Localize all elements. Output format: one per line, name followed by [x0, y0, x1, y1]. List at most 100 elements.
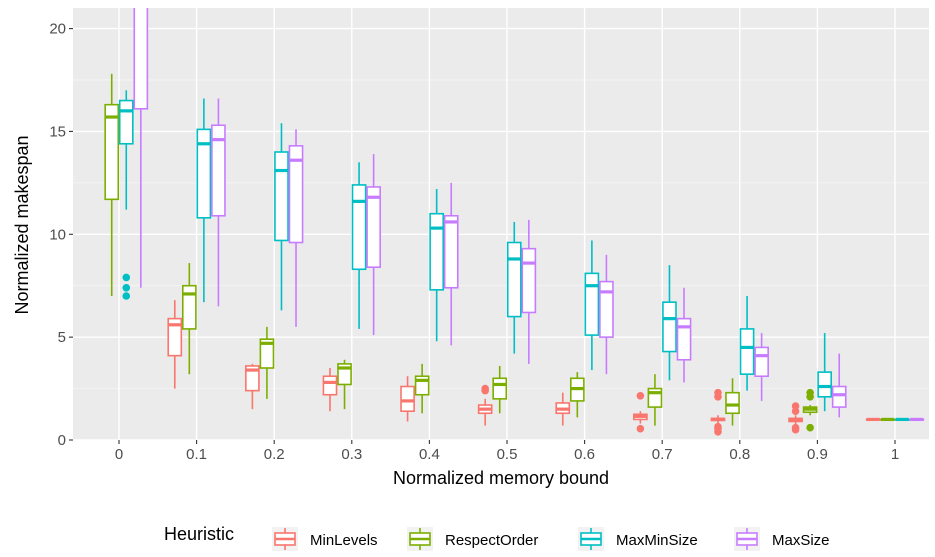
- outlier-point: [714, 388, 722, 397]
- outlier-point: [791, 402, 800, 410]
- legend-label: MaxSize: [772, 532, 830, 549]
- box-MinLevels-0.8: [710, 388, 726, 436]
- box-RespectOrder-0.5: [492, 365, 508, 414]
- x-tick-label: 0.1: [186, 446, 207, 463]
- box-body: [322, 375, 338, 396]
- box-body: [443, 214, 459, 289]
- box-MaxMinSize-1: [894, 417, 910, 422]
- box-RespectOrder-0.2: [259, 326, 275, 399]
- outlier-point: [122, 283, 131, 292]
- x-tick-label: 0.7: [652, 446, 673, 463]
- legend-item-MaxSize: MaxSize: [734, 527, 830, 551]
- box-body: [506, 241, 522, 318]
- box-body: [831, 385, 847, 408]
- box-MinLevels-0.6: [555, 392, 571, 426]
- box-MaxMinSize-0: [118, 90, 134, 300]
- box-body: [817, 371, 833, 398]
- box-MaxMinSize-0.5: [506, 221, 522, 354]
- box-body: [400, 385, 415, 412]
- y-tick-label: 10: [49, 226, 66, 243]
- legend-item-MinLevels: MinLevels: [272, 527, 378, 551]
- box-MaxSize-0.1: [211, 98, 226, 307]
- legend-label: RespectOrder: [445, 532, 538, 549]
- box-MinLevels-0.7: [633, 391, 648, 433]
- box-body: [599, 280, 614, 338]
- box-MaxMinSize-0.7: [662, 265, 677, 381]
- box-body: [754, 346, 769, 378]
- box-body: [167, 317, 183, 357]
- outlier-point: [122, 292, 131, 300]
- outlier-point: [806, 388, 814, 397]
- box-body: [181, 284, 197, 330]
- x-axis: 0 0.1 0.2 0.3 0.4 0.5 0.6 0.7 0.8 0.9 1: [115, 440, 899, 463]
- legend-label: MinLevels: [310, 532, 378, 549]
- box-MaxMinSize-0.3: [351, 162, 367, 329]
- y-tick-label: 5: [58, 329, 66, 346]
- box-MaxSize-0.2: [288, 129, 304, 327]
- x-tick-label: 0.6: [574, 446, 595, 463]
- box-body: [584, 272, 600, 336]
- box-MaxSize-0.6: [599, 254, 614, 375]
- x-tick-label: 0: [115, 446, 123, 463]
- x-tick-label: 0.2: [264, 446, 285, 463]
- box-MinLevels-0.2: [245, 363, 260, 410]
- box-MaxSize-0.8: [754, 333, 769, 401]
- box-RespectOrder-0.7: [647, 374, 663, 426]
- box-MinLevels-0.1: [167, 300, 183, 389]
- box-MaxSize-1: [909, 417, 925, 422]
- box-body: [104, 103, 120, 201]
- box-RespectOrder-0.4: [414, 363, 430, 414]
- box-body: [211, 124, 226, 217]
- box-MaxSize-0.9: [831, 353, 847, 418]
- x-tick-label: 0.4: [419, 446, 440, 463]
- box-body: [118, 99, 134, 145]
- box-MaxMinSize-0.1: [196, 98, 212, 303]
- box-MinLevels-0.9: [788, 402, 803, 434]
- box-body: [245, 365, 260, 392]
- box-MaxMinSize-0.9: [817, 333, 833, 412]
- box-RespectOrder-0.8: [725, 378, 740, 426]
- box-MaxSize-0.7: [676, 287, 692, 383]
- box-MinLevels-1: [865, 417, 881, 422]
- x-tick-label: 0.8: [729, 446, 750, 463]
- box-MinLevels-0.3: [322, 368, 338, 412]
- box-MaxMinSize-0.8: [739, 296, 755, 391]
- box-MaxMinSize-0.4: [429, 189, 445, 342]
- x-tick-label: 1: [891, 446, 899, 463]
- outlier-point: [481, 384, 489, 393]
- outlier-point: [122, 273, 131, 282]
- outlier-point: [791, 423, 800, 432]
- box-body: [366, 186, 381, 269]
- box-body: [739, 328, 755, 375]
- legend-item-MaxMinSize: MaxMinSize: [578, 527, 698, 551]
- legend: Heuristic MinLevels RespectOrder MaxMinSiz…: [164, 524, 830, 551]
- box-body: [521, 247, 537, 314]
- outlier-point: [636, 391, 645, 400]
- box-body: [492, 377, 508, 400]
- box-body: [196, 128, 212, 219]
- box-RespectOrder-1: [880, 417, 896, 422]
- outlier-point: [636, 424, 645, 433]
- box-body: [259, 338, 275, 369]
- y-tick-label: 15: [49, 123, 66, 140]
- x-axis-title: Normalized memory bound: [393, 468, 609, 488]
- box-RespectOrder-0.3: [337, 359, 352, 410]
- box-MinLevels-0.4: [400, 376, 415, 422]
- y-tick-label: 20: [49, 21, 66, 38]
- box-MaxSize-0.4: [443, 182, 459, 346]
- box-MaxMinSize-0.6: [584, 240, 600, 371]
- box-body: [288, 145, 304, 244]
- plot-panel: [73, 8, 929, 440]
- box-RespectOrder-0.9: [802, 388, 818, 432]
- box-MaxSize-0: [133, 8, 149, 288]
- boxes-layer: [104, 8, 925, 436]
- box-RespectOrder-0.1: [181, 263, 197, 375]
- box-MinLevels-0.5: [477, 384, 493, 426]
- outlier-point: [806, 423, 814, 432]
- box-MaxSize-0.3: [366, 154, 381, 336]
- box-body: [676, 317, 692, 361]
- legend-title: Heuristic: [164, 524, 234, 544]
- x-tick-label: 0.5: [497, 446, 518, 463]
- legend-label: MaxMinSize: [616, 532, 698, 549]
- y-axis-title: Normalized makespan: [12, 135, 32, 314]
